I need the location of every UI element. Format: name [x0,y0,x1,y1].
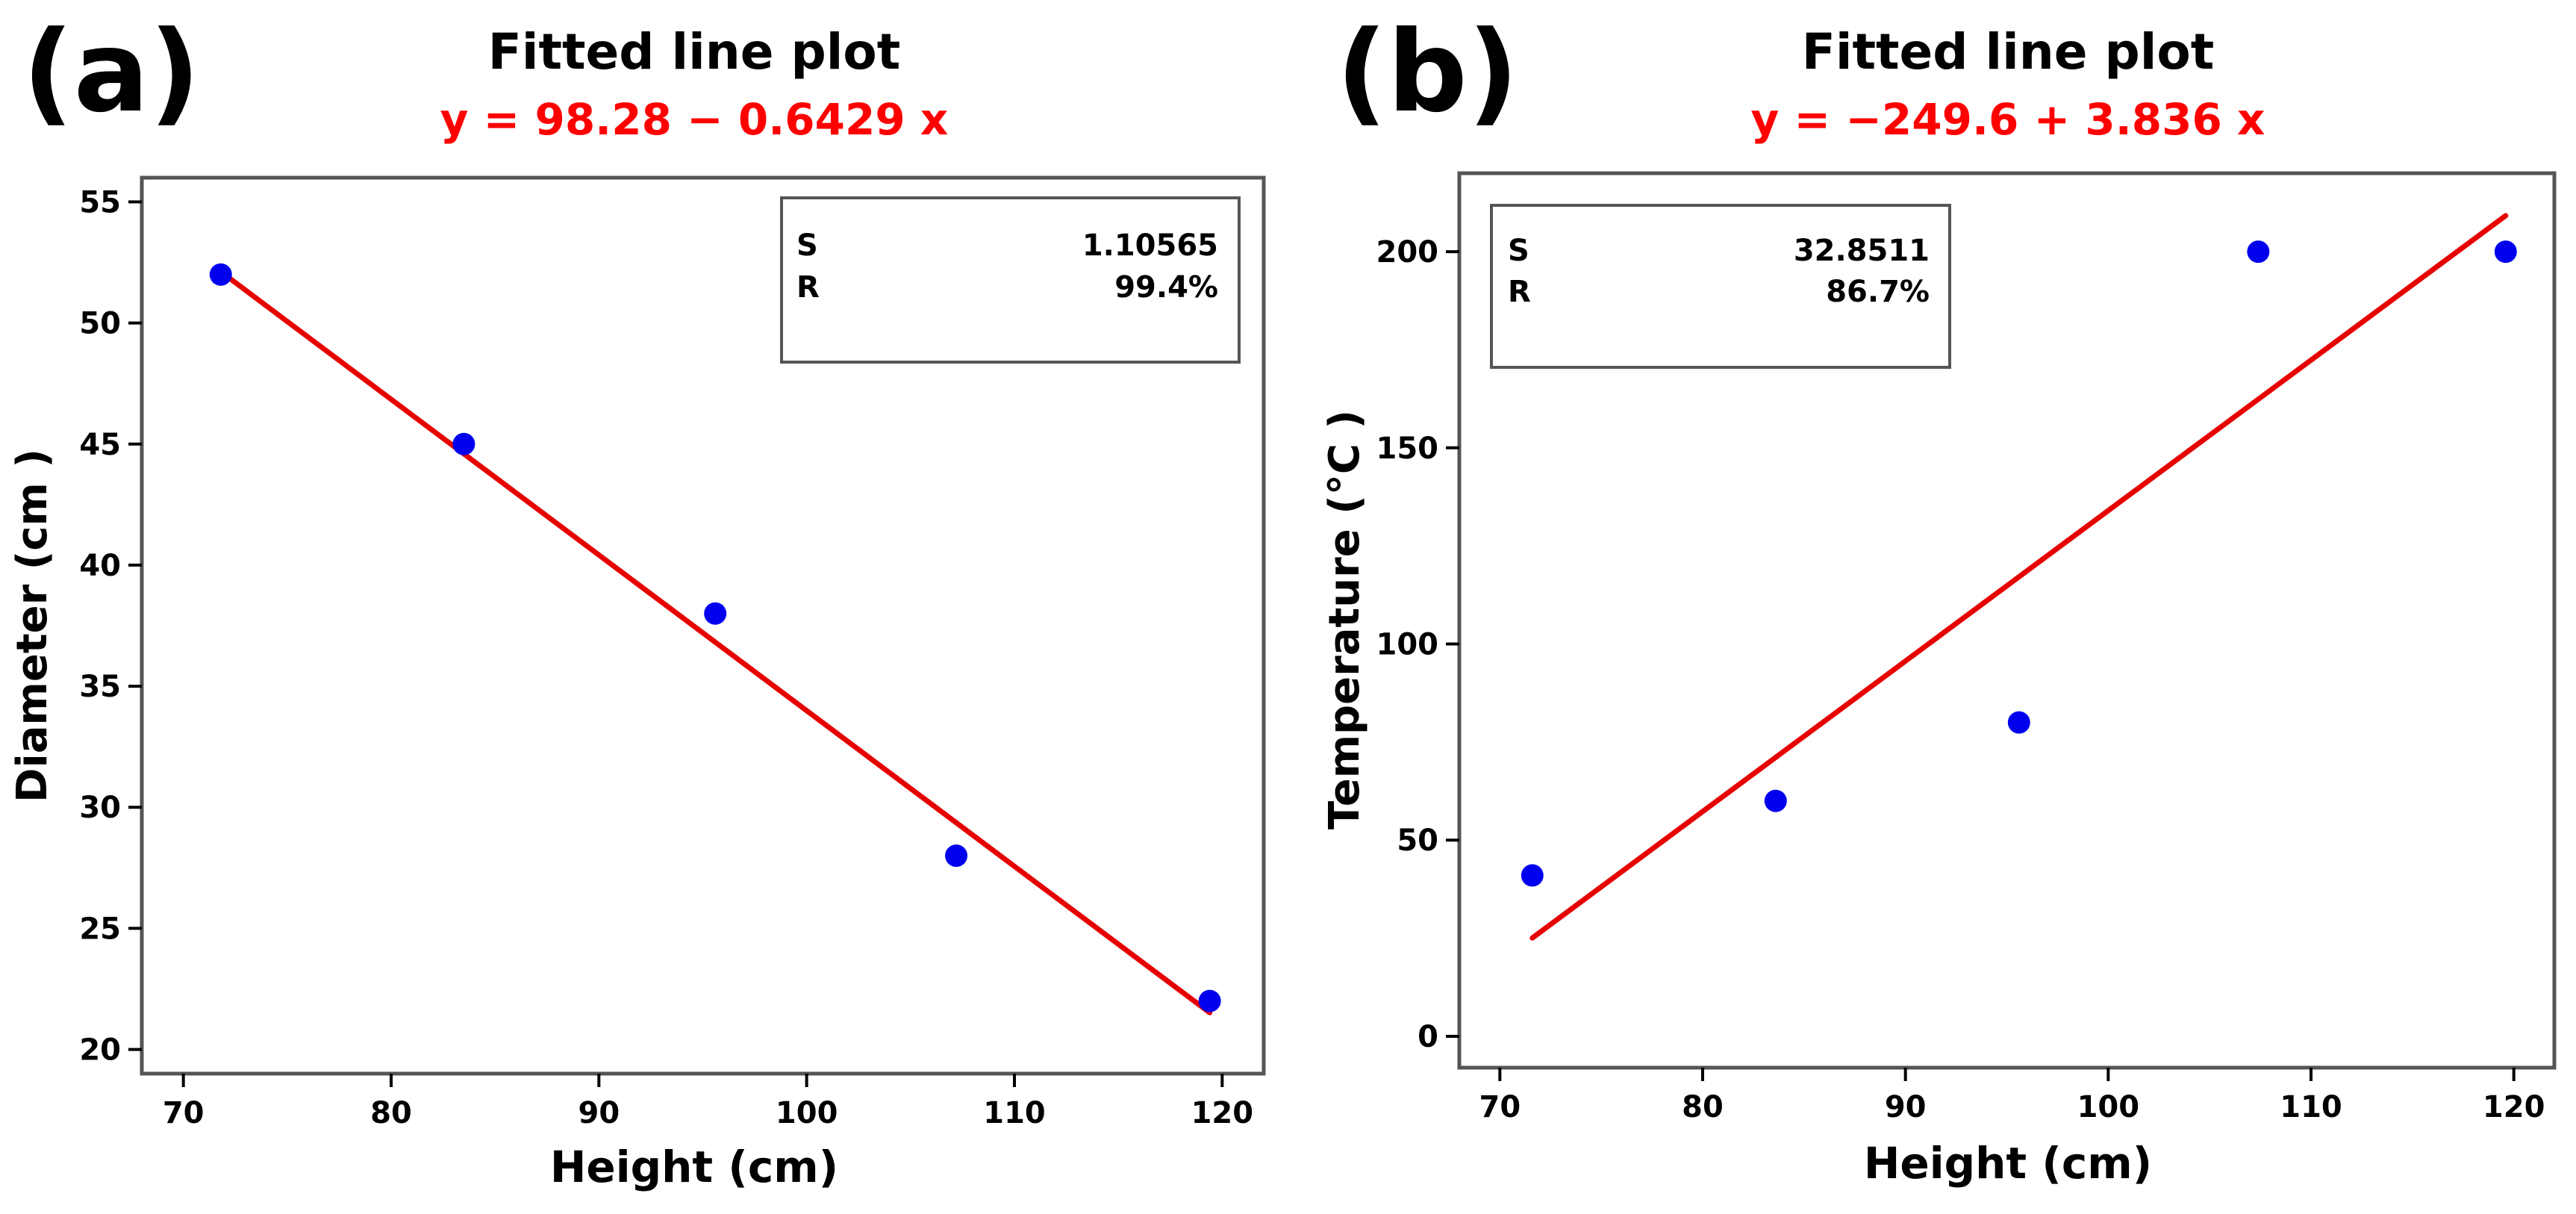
x-axis-label-a: Height (cm) [550,1142,838,1192]
y-tick-label-a: 25 [79,912,121,946]
chart-title-a: Fitted line plot [488,23,901,81]
x-tick-label-b: 80 [1682,1090,1724,1124]
stat-value-s-b: 32.8511 [1794,234,1930,268]
y-axis-label-a: Diameter (cm ) [8,449,57,803]
x-tick-label-a: 120 [1191,1096,1254,1130]
data-point-b [2494,240,2517,264]
data-point-a [452,432,475,455]
y-tick-label-a: 35 [79,670,121,704]
fit-equation-b: y = −249.6 + 3.836 x [1751,94,2265,145]
y-tick-label-a: 50 [79,307,121,341]
data-point-a [945,844,968,868]
y-tick-label-b: 50 [1397,824,1438,858]
fit-line-b [1529,213,2509,941]
stat-label-r-b: R [1508,275,1531,309]
stat-value-r-b: 86.7% [1826,275,1930,309]
y-tick-label-b: 0 [1418,1020,1438,1054]
stat-label-r-a: R [796,270,820,305]
data-point-b [2007,711,2030,734]
x-tick-label-b: 100 [2077,1090,2140,1124]
stat-value-r-a: 99.4% [1114,270,1218,305]
x-tick-label-b: 90 [1885,1090,1927,1124]
y-tick-label-b: 150 [1376,432,1439,466]
x-axis-label-b: Height (cm) [1864,1138,2152,1189]
y-tick-label-a: 30 [79,791,121,825]
x-tick-label-a: 70 [163,1096,205,1130]
y-tick-label-a: 40 [79,549,121,583]
chart-title-b: Fitted line plot [1802,23,2215,81]
data-point-a [1198,989,1221,1012]
stats-box-a [780,196,1241,364]
fit-equation-a: y = 98.28 − 0.6429 x [440,94,949,145]
x-tick-label-b: 110 [2280,1090,2342,1124]
panel-b: (b) Fitted line plot y = −249.6 + 3.836 … [1320,7,2557,1189]
x-tick-label-a: 110 [983,1096,1046,1130]
data-point-b [1521,864,1544,887]
y-tick-label-a: 20 [79,1033,121,1068]
y-tick-label-a: 55 [79,185,121,220]
data-point-a [704,602,727,625]
x-tick-label-a: 80 [370,1096,412,1130]
stat-label-s-a: S [796,228,818,263]
x-tick-label-b: 70 [1479,1090,1521,1124]
plot-marks-a: 70 80 90 100 110 120 20 25 30 35 40 45 50 55 [79,185,1253,1130]
y-tick-label-b: 200 [1376,235,1439,270]
plot-marks-b: 70 80 90 100 110 120 0 50 100 150 200 [1376,213,2545,1124]
y-tick-label-b: 100 [1376,628,1439,662]
y-tick-label-a: 45 [79,428,121,462]
data-point-b [1764,789,1787,812]
panel-a: (a) Fitted line plot y = 98.28 − 0.6429 … [8,7,1266,1192]
stats-box-b [1490,204,1951,369]
y-axis-label-b: Temperature (°C ) [1320,410,1369,829]
data-point-a [209,263,232,286]
data-point-b [2247,240,2270,264]
panel-label-b: (b) [1336,7,1518,137]
panel-label-a: (a) [22,7,200,137]
x-tick-label-a: 90 [578,1096,620,1130]
fit-line-a [218,269,1213,1015]
x-tick-label-b: 120 [2483,1090,2545,1124]
stat-label-s-b: S [1508,234,1529,268]
stat-value-s-a: 1.10565 [1082,228,1218,263]
x-tick-label-a: 100 [776,1096,838,1130]
